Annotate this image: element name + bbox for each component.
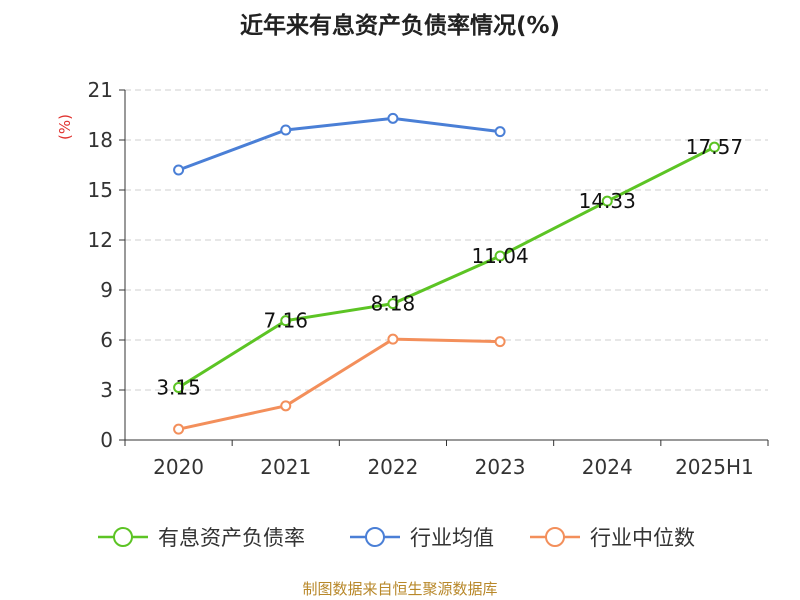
x-tick-label: 2024 — [582, 455, 633, 479]
data-point — [280, 315, 292, 327]
y-tick-label: 0 — [100, 428, 113, 452]
y-tick-label: 12 — [88, 228, 113, 252]
source-note: 制图数据来自恒生聚源数据库 — [302, 580, 498, 598]
x-tick-label: 2025H1 — [675, 455, 754, 479]
data-label: 3.15 — [156, 376, 201, 400]
y-tick-label: 15 — [88, 178, 113, 202]
data-point — [494, 250, 506, 262]
x-tick-label: 2022 — [367, 455, 418, 479]
x-tick-label: 2023 — [475, 455, 526, 479]
legend-label: 有息资产负债率 — [158, 526, 305, 550]
y-tick-label: 18 — [88, 128, 113, 152]
data-point — [387, 112, 399, 124]
y-tick-label: 6 — [100, 328, 113, 352]
data-label: 7.16 — [263, 309, 308, 333]
y-axis-label: (%) — [56, 114, 74, 140]
data-point — [280, 124, 292, 136]
y-tick-label: 9 — [100, 278, 113, 302]
x-tick-label: 2020 — [153, 455, 204, 479]
legend-marker — [545, 527, 565, 547]
data-point — [173, 382, 185, 393]
gridlines — [125, 89, 768, 391]
series-lines — [173, 112, 720, 435]
series-line — [178, 337, 501, 431]
y-tick-label: 3 — [100, 378, 113, 402]
data-point — [494, 126, 506, 138]
y-tick-label: 21 — [88, 78, 113, 102]
data-point — [173, 423, 185, 435]
data-point — [280, 400, 292, 412]
data-label: 17.57 — [686, 135, 743, 159]
legend-item: 有息资产负债率 — [98, 526, 305, 550]
data-point — [387, 298, 399, 310]
series-line — [177, 145, 716, 389]
data-point — [601, 195, 613, 207]
data-label: 11.04 — [471, 244, 528, 268]
legend-marker — [365, 527, 385, 547]
data-point — [494, 336, 506, 348]
axes: 0 3 6 9 12 15 18 21 2020 2021 2022 2023 2024 2025H1 (%… — [56, 78, 769, 479]
data-point — [708, 141, 720, 153]
data-label: 14.33 — [579, 189, 636, 213]
series-line — [178, 116, 501, 172]
legend-marker — [113, 527, 133, 547]
data-label: 8.18 — [371, 292, 416, 316]
x-tick-label: 2021 — [260, 455, 311, 479]
legend-item: 行业均值 — [350, 526, 494, 550]
legend-item: 行业中位数 — [530, 526, 695, 550]
legend: 有息资产负债率 行业均值 行业中位数 — [98, 526, 695, 550]
legend-label: 行业均值 — [410, 526, 494, 550]
legend-label: 行业中位数 — [590, 526, 695, 550]
data-point — [387, 333, 399, 345]
data-point — [173, 164, 185, 176]
chart-title: 近年来有息资产负债率情况(%) — [239, 13, 561, 39]
data-labels: 3.15 7.16 8.18 11.04 14.33 17.57 — [156, 135, 743, 399]
